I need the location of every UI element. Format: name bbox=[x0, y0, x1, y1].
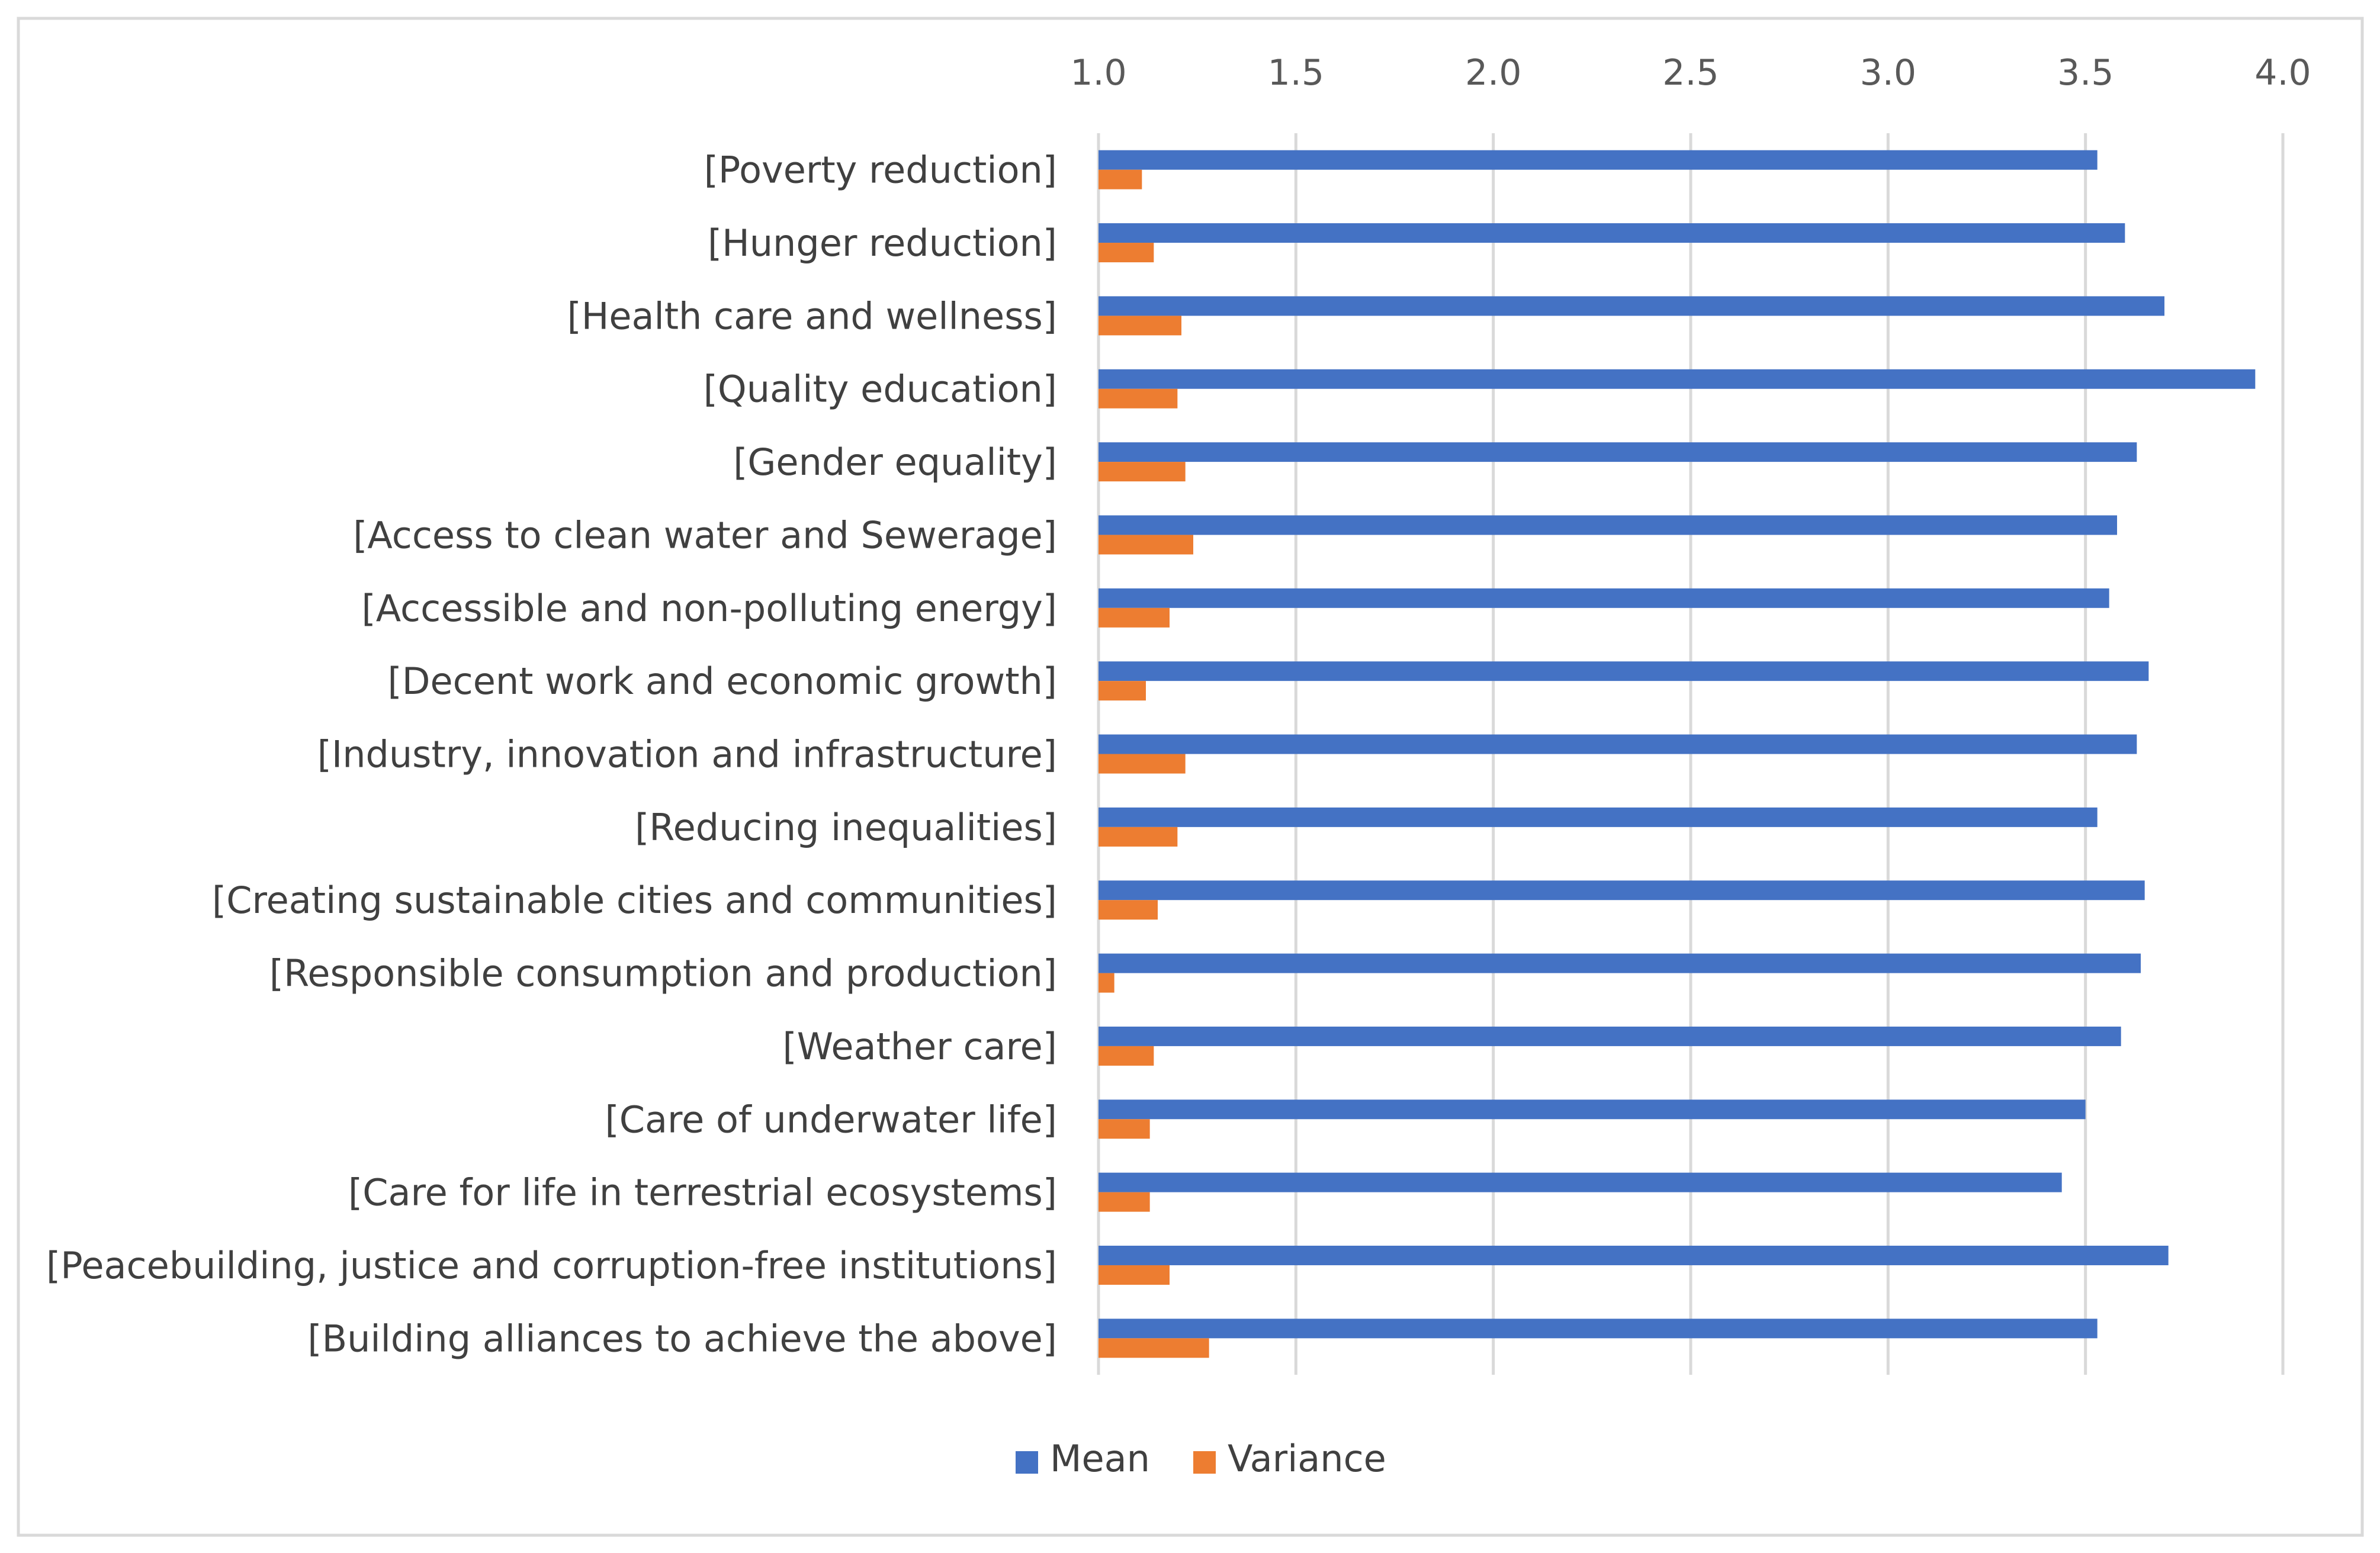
variance-bar bbox=[1099, 316, 1181, 336]
variance-bar bbox=[1099, 1265, 1170, 1285]
variance-bar bbox=[1099, 973, 1114, 993]
category-label: [Creating sustainable cities and communi… bbox=[212, 879, 1057, 922]
category-label: [Peacebuilding, justice and corruption-f… bbox=[46, 1244, 1057, 1287]
mean-bar bbox=[1099, 953, 2141, 973]
variance-bar bbox=[1099, 243, 1154, 263]
chart-border bbox=[17, 17, 2364, 1537]
x-tick-label: 3.5 bbox=[2057, 52, 2114, 94]
mean-bar bbox=[1099, 296, 2164, 316]
category-label: [Weather care] bbox=[783, 1025, 1058, 1068]
mean-bar bbox=[1099, 880, 2145, 901]
mean-bar bbox=[1099, 1319, 2098, 1339]
mean-bar bbox=[1099, 734, 2137, 754]
variance-bar bbox=[1099, 1192, 1150, 1212]
variance-bar bbox=[1099, 1046, 1154, 1066]
variance-bar bbox=[1099, 1338, 1209, 1358]
mean-bar bbox=[1099, 223, 2125, 243]
mean-bar bbox=[1099, 661, 2149, 681]
category-label: [Care of underwater life] bbox=[605, 1098, 1057, 1141]
mean-bar bbox=[1099, 1099, 2086, 1120]
legend-swatch-variance bbox=[1193, 1451, 1216, 1474]
mean-bar bbox=[1099, 1026, 2121, 1046]
mean-bar bbox=[1099, 442, 2137, 462]
x-tick-label: 4.0 bbox=[2254, 52, 2311, 94]
category-label: [Quality education] bbox=[704, 368, 1057, 411]
variance-bar bbox=[1099, 827, 1178, 847]
category-label: [Hunger reduction] bbox=[708, 221, 1057, 265]
category-label: [Accessible and non-polluting energy] bbox=[362, 587, 1058, 630]
variance-bar bbox=[1099, 607, 1170, 628]
variance-bar bbox=[1099, 169, 1142, 189]
category-label: [Responsible consumption and production] bbox=[269, 952, 1057, 995]
x-tick-label: 2.5 bbox=[1662, 52, 1719, 94]
x-tick-label: 2.0 bbox=[1465, 52, 1521, 94]
variance-bar bbox=[1099, 681, 1146, 701]
category-label: [Industry, innovation and infrastructure… bbox=[317, 733, 1057, 776]
mean-bar bbox=[1099, 369, 2256, 389]
mean-bar bbox=[1099, 807, 2098, 827]
legend: Mean Variance bbox=[1016, 1437, 1386, 1480]
mean-bar bbox=[1099, 515, 2117, 535]
category-label: [Access to clean water and Sewerage] bbox=[353, 513, 1057, 557]
legend-label-mean: Mean bbox=[1050, 1437, 1150, 1480]
x-tick-label: 3.0 bbox=[1860, 52, 1916, 94]
category-label: [Poverty reduction] bbox=[704, 149, 1057, 192]
bars bbox=[1099, 150, 2256, 1358]
category-label: [Reducing inequalities] bbox=[635, 806, 1057, 849]
mean-bar bbox=[1099, 1172, 2062, 1192]
variance-bar bbox=[1099, 535, 1193, 555]
mean-bar bbox=[1099, 1245, 2169, 1265]
mean-bar bbox=[1099, 150, 2098, 170]
mean-bar bbox=[1099, 588, 2109, 608]
x-axis-ticks: 1.0 1.5 2.0 2.5 3.0 3.5 4.0 bbox=[1070, 52, 2311, 94]
variance-bar bbox=[1099, 462, 1186, 482]
category-label: [Gender equality] bbox=[733, 441, 1057, 484]
category-labels: [Poverty reduction] [Hunger reduction] [He… bbox=[46, 149, 1057, 1361]
variance-bar bbox=[1099, 388, 1178, 409]
category-label: [Care for life in terrestrial ecosystems… bbox=[348, 1171, 1057, 1214]
category-label: [Health care and wellness] bbox=[567, 294, 1057, 337]
variance-bar bbox=[1099, 754, 1186, 774]
category-label: [Decent work and economic growth] bbox=[388, 660, 1057, 703]
x-tick-label: 1.0 bbox=[1070, 52, 1126, 94]
variance-bar bbox=[1099, 900, 1158, 920]
legend-label-variance: Variance bbox=[1228, 1437, 1386, 1480]
category-label: [Building alliances to achieve the above… bbox=[307, 1317, 1057, 1360]
variance-bar bbox=[1099, 1119, 1150, 1139]
legend-swatch-mean bbox=[1016, 1451, 1038, 1474]
x-tick-label: 1.5 bbox=[1268, 52, 1324, 94]
